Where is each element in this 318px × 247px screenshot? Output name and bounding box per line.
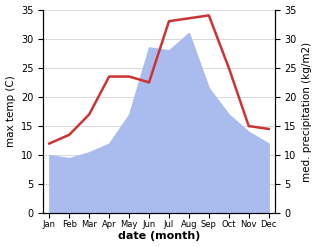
X-axis label: date (month): date (month) <box>118 231 200 242</box>
Y-axis label: max temp (C): max temp (C) <box>5 76 16 147</box>
Y-axis label: med. precipitation (kg/m2): med. precipitation (kg/m2) <box>302 41 313 182</box>
